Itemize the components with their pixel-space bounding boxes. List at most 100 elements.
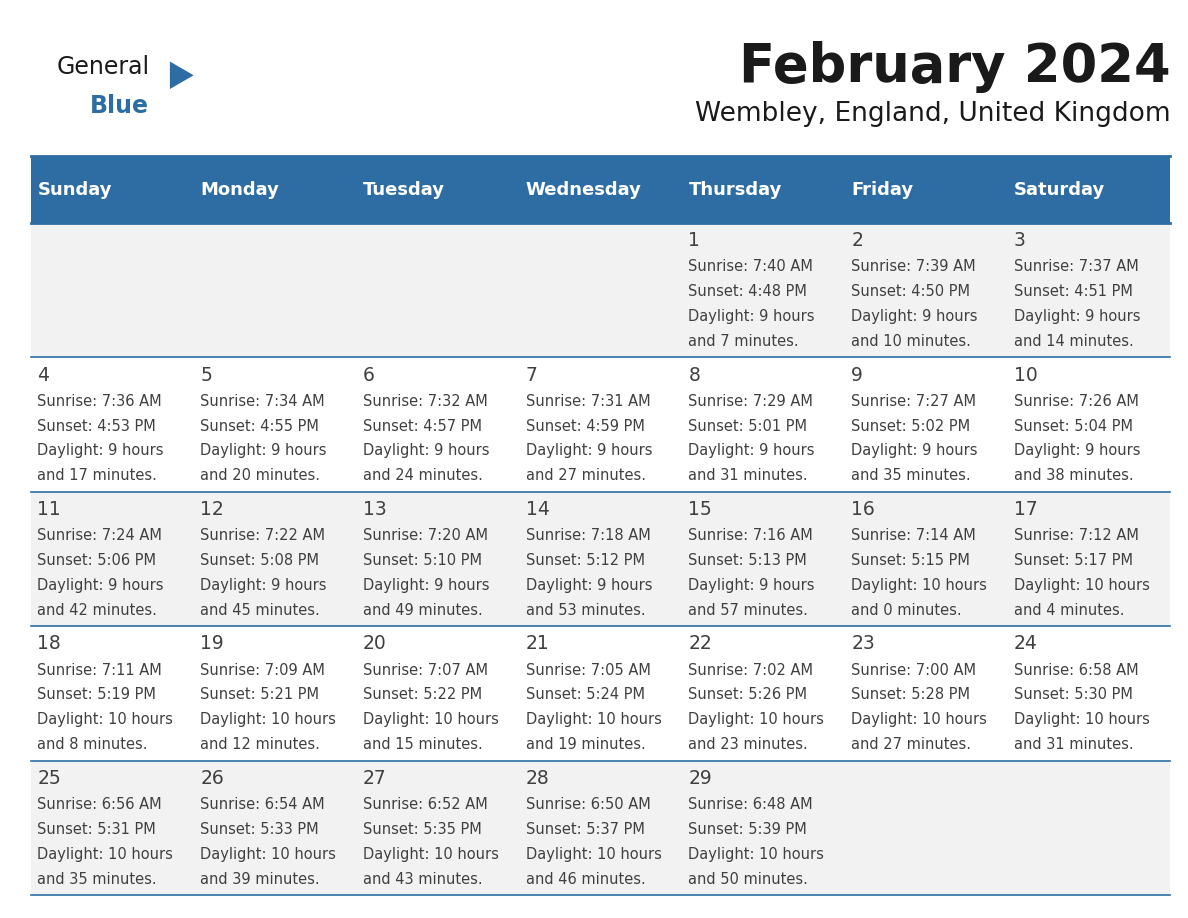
Text: and 43 minutes.: and 43 minutes. [362,871,482,887]
Text: Sunrise: 6:52 AM: Sunrise: 6:52 AM [362,797,487,812]
Text: and 39 minutes.: and 39 minutes. [200,871,320,887]
Text: and 24 minutes.: and 24 minutes. [362,468,482,484]
Text: Daylight: 10 hours: Daylight: 10 hours [37,846,173,862]
Text: Sunset: 4:48 PM: Sunset: 4:48 PM [688,285,808,299]
Text: Sunset: 5:24 PM: Sunset: 5:24 PM [525,688,645,702]
Text: Daylight: 10 hours: Daylight: 10 hours [362,712,499,727]
Text: 8: 8 [688,365,700,385]
Text: 14: 14 [525,500,550,519]
Bar [1007,626,1170,761]
Text: 3: 3 [1013,231,1025,250]
Text: 25: 25 [37,768,61,788]
Text: Daylight: 9 hours: Daylight: 9 hours [1013,443,1140,458]
Bar [845,492,1007,626]
Text: Sunrise: 6:48 AM: Sunrise: 6:48 AM [688,797,813,812]
Bar [194,492,356,626]
Text: Sunrise: 7:12 AM: Sunrise: 7:12 AM [1013,528,1139,543]
Text: and 10 minutes.: and 10 minutes. [851,334,971,349]
Text: Sunset: 5:13 PM: Sunset: 5:13 PM [688,553,807,568]
Text: and 20 minutes.: and 20 minutes. [200,468,320,484]
Bar [356,223,519,357]
Text: Sunrise: 6:54 AM: Sunrise: 6:54 AM [200,797,324,812]
Text: Daylight: 9 hours: Daylight: 9 hours [37,577,164,593]
Bar [519,492,682,626]
Bar [194,223,356,357]
Text: Sunrise: 6:50 AM: Sunrise: 6:50 AM [525,797,650,812]
Bar [356,357,519,492]
Text: Daylight: 9 hours: Daylight: 9 hours [362,577,489,593]
Bar [1007,156,1170,223]
Text: 16: 16 [851,500,874,519]
Bar [845,156,1007,223]
Text: Daylight: 9 hours: Daylight: 9 hours [200,443,327,458]
Text: 15: 15 [688,500,712,519]
Text: Sunset: 5:22 PM: Sunset: 5:22 PM [362,688,482,702]
Text: Sunset: 4:55 PM: Sunset: 4:55 PM [200,419,320,433]
Text: Daylight: 9 hours: Daylight: 9 hours [525,443,652,458]
Text: Sunset: 5:19 PM: Sunset: 5:19 PM [37,688,157,702]
Text: Sunset: 5:35 PM: Sunset: 5:35 PM [362,822,481,837]
Text: and 50 minutes.: and 50 minutes. [688,871,808,887]
Text: Sunset: 5:04 PM: Sunset: 5:04 PM [1013,419,1133,433]
Bar [845,357,1007,492]
Bar [845,761,1007,895]
Text: Sunrise: 7:37 AM: Sunrise: 7:37 AM [1013,260,1138,274]
Text: Daylight: 10 hours: Daylight: 10 hours [688,846,824,862]
Text: and 23 minutes.: and 23 minutes. [688,737,808,752]
Text: Daylight: 10 hours: Daylight: 10 hours [200,846,336,862]
Text: Sunday: Sunday [37,181,112,198]
Text: Daylight: 10 hours: Daylight: 10 hours [1013,712,1150,727]
Text: Sunset: 5:08 PM: Sunset: 5:08 PM [200,553,320,568]
Text: Sunrise: 7:32 AM: Sunrise: 7:32 AM [362,394,487,409]
Text: Sunrise: 7:02 AM: Sunrise: 7:02 AM [688,663,814,677]
Bar [194,626,356,761]
Text: 21: 21 [525,634,549,654]
Bar [845,223,1007,357]
Text: General: General [57,55,150,79]
Bar [31,156,194,223]
Text: and 49 minutes.: and 49 minutes. [362,603,482,618]
Text: 28: 28 [525,768,549,788]
Text: 20: 20 [362,634,386,654]
Text: 2: 2 [851,231,862,250]
Text: Sunset: 5:15 PM: Sunset: 5:15 PM [851,553,971,568]
Text: and 12 minutes.: and 12 minutes. [200,737,320,752]
Text: and 38 minutes.: and 38 minutes. [1013,468,1133,484]
Text: Daylight: 9 hours: Daylight: 9 hours [362,443,489,458]
Text: Daylight: 9 hours: Daylight: 9 hours [851,309,978,324]
Bar [194,156,356,223]
Text: Daylight: 9 hours: Daylight: 9 hours [1013,309,1140,324]
Bar [682,761,845,895]
Text: Sunset: 5:39 PM: Sunset: 5:39 PM [688,822,807,837]
Bar [1007,357,1170,492]
Text: Daylight: 10 hours: Daylight: 10 hours [851,577,987,593]
Bar [356,761,519,895]
Text: 19: 19 [200,634,223,654]
Text: Sunrise: 7:11 AM: Sunrise: 7:11 AM [37,663,162,677]
Bar [682,626,845,761]
Bar [31,492,194,626]
Text: 1: 1 [688,231,700,250]
Text: Daylight: 10 hours: Daylight: 10 hours [200,712,336,727]
Text: Sunrise: 7:07 AM: Sunrise: 7:07 AM [362,663,488,677]
Bar [845,626,1007,761]
Text: Sunrise: 7:26 AM: Sunrise: 7:26 AM [1013,394,1139,409]
Text: and 31 minutes.: and 31 minutes. [1013,737,1133,752]
Text: Sunrise: 7:20 AM: Sunrise: 7:20 AM [362,528,488,543]
Polygon shape [170,62,194,89]
Text: Daylight: 9 hours: Daylight: 9 hours [688,309,815,324]
Text: Sunset: 5:37 PM: Sunset: 5:37 PM [525,822,645,837]
Text: 27: 27 [362,768,386,788]
Text: Sunset: 5:06 PM: Sunset: 5:06 PM [37,553,157,568]
Text: Daylight: 10 hours: Daylight: 10 hours [525,846,662,862]
Bar [519,626,682,761]
Text: Saturday: Saturday [1013,181,1105,198]
Text: 7: 7 [525,365,537,385]
Text: and 46 minutes.: and 46 minutes. [525,871,645,887]
Text: Sunset: 5:30 PM: Sunset: 5:30 PM [1013,688,1133,702]
Text: and 8 minutes.: and 8 minutes. [37,737,147,752]
Bar [682,156,845,223]
Text: Daylight: 10 hours: Daylight: 10 hours [525,712,662,727]
Text: and 17 minutes.: and 17 minutes. [37,468,157,484]
Text: and 15 minutes.: and 15 minutes. [362,737,482,752]
